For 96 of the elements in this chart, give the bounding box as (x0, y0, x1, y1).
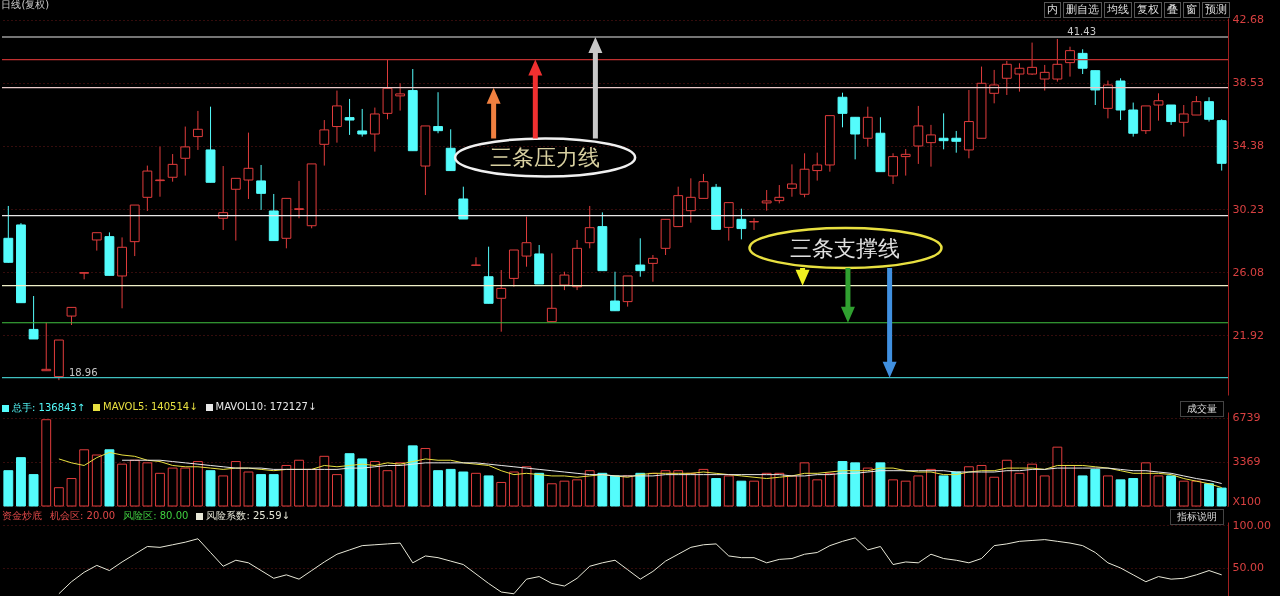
candlestick (559, 271, 570, 291)
text: 预测 (1202, 2, 1230, 18)
y-tick-label: 26.08 (1232, 265, 1264, 279)
y-tick-label: 38.53 (1232, 76, 1264, 90)
candlestick (294, 180, 304, 219)
candlestick (369, 107, 380, 153)
candlestick (1001, 60, 1012, 96)
candlestick (167, 153, 178, 183)
candlestick (344, 98, 355, 136)
candlestick (1178, 104, 1189, 138)
candlestick (445, 128, 456, 172)
candlestick (698, 173, 709, 199)
chart-title: 日线(复权) (1, 0, 50, 10)
candlestick (180, 126, 191, 177)
candlestick (521, 216, 532, 268)
text: 叠 (1164, 2, 1181, 18)
candlestick (850, 116, 861, 160)
candlestick (230, 177, 241, 242)
y-tick-label: 3369 (1232, 455, 1261, 469)
y-tick-label: 30.23 (1232, 202, 1264, 216)
candlestick (926, 124, 936, 168)
candlestick (647, 254, 658, 283)
y-tick-label: 34.38 (1232, 139, 1264, 153)
candlestick (1052, 38, 1063, 83)
candlestick (1077, 48, 1088, 75)
candlestick (900, 148, 911, 177)
y-tick-label: 21.92 (1232, 328, 1264, 342)
candlestick (28, 295, 39, 340)
candlestick (888, 152, 898, 185)
candlestick (1103, 80, 1113, 119)
candlestick (218, 165, 229, 231)
text: 复权 (1134, 2, 1162, 18)
candlestick (635, 237, 646, 278)
legend-label: 风险系数: 25.59↓ (205, 509, 290, 523)
y-tick-label: X100 (1232, 494, 1262, 508)
text: 均线 (1104, 2, 1132, 18)
candlestick (736, 208, 747, 240)
candlestick (989, 69, 1000, 104)
legend-label: 总手: 136843↑ (11, 401, 86, 415)
annotation: 18.96 (68, 367, 98, 379)
candlestick (433, 91, 443, 134)
candlestick (496, 269, 507, 333)
candlestick (837, 92, 848, 128)
candlestick (1039, 64, 1050, 92)
y-tick-label: 100.00 (1232, 518, 1271, 532)
text: 内 (1044, 2, 1061, 18)
text: 风险区: 80.00 (123, 509, 189, 523)
candlestick (951, 130, 962, 154)
candlestick (471, 256, 481, 266)
annotation: 三条压力线 (490, 145, 601, 171)
candlestick (357, 108, 368, 138)
candlestick (774, 184, 785, 204)
candlestick (1027, 42, 1038, 76)
text: 资金炒底 (2, 509, 42, 523)
candlestick (913, 105, 924, 165)
candlestick (546, 252, 557, 323)
y-tick-label: 50.00 (1232, 561, 1264, 575)
candlestick (243, 132, 254, 200)
candlestick (1191, 95, 1202, 116)
annotation: 41.43 (1067, 25, 1097, 37)
candlestick (1065, 46, 1075, 78)
candlestick (395, 82, 406, 112)
candlestick (862, 106, 873, 148)
candlestick (155, 146, 165, 198)
y-tick-label: 6739 (1232, 411, 1261, 425)
candlestick (749, 217, 759, 231)
candlestick (41, 322, 52, 372)
candlestick (1128, 102, 1139, 138)
text: 删自选 (1063, 2, 1102, 18)
annotation: 三条支撑线 (790, 235, 901, 261)
candlestick (1090, 70, 1101, 106)
text: 窗 (1183, 2, 1200, 18)
candlestick (332, 90, 342, 144)
candlestick (1014, 62, 1025, 93)
candlestick (458, 186, 469, 220)
candlestick (685, 177, 696, 224)
candlestick (1153, 92, 1164, 122)
candlestick (584, 205, 595, 249)
candlestick (938, 112, 949, 150)
candlestick (1204, 96, 1214, 123)
annotation: 成交量 (1180, 401, 1224, 417)
legend-label: MAVOL10: 172127↓ (214, 401, 317, 414)
candlestick (3, 205, 14, 264)
candlestick (761, 189, 772, 212)
line-series (58, 537, 1223, 595)
candlestick (1166, 104, 1177, 126)
candlestick (192, 110, 203, 151)
text: 机会区: 20.00 (50, 509, 116, 523)
candlestick (256, 164, 267, 211)
candlestick (812, 152, 823, 182)
legend-label: MAVOL5: 140514↓ (102, 401, 198, 414)
y-tick-label: 42.68 (1232, 13, 1264, 27)
candlestick (787, 163, 797, 198)
candlestick (319, 119, 330, 167)
text: 指标说明 (1170, 509, 1224, 525)
candlestick (610, 271, 620, 312)
